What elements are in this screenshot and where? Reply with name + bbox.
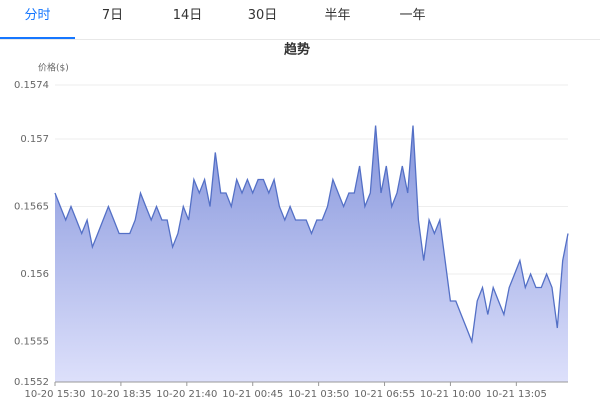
x-tick-label: 10-20 18:35 (90, 389, 151, 400)
tab-bar: 分时 7日 14日 30日 半年 一年 (0, 0, 600, 40)
y-axis-label: 价格($) (38, 62, 69, 74)
x-tick-label: 10-21 00:45 (222, 389, 283, 400)
tab[interactable]: 30日 (247, 8, 278, 23)
y-tick-label: 0.1552 (14, 377, 49, 388)
line (54, 125, 569, 345)
tab[interactable]: 半年 (324, 8, 351, 23)
x-tick-label: 10-21 03:50 (288, 389, 349, 400)
x-tick-label: 10-20 21:40 (156, 389, 217, 400)
y-tick-label: 0.156 (20, 269, 49, 280)
tab[interactable]: 14日 (172, 8, 203, 23)
area-fill (55, 125, 568, 382)
tab[interactable]: 7日 (101, 8, 124, 23)
y-tick-label: 0.157 (20, 134, 49, 145)
x-tick-label: 10-21 13:05 (486, 389, 547, 400)
y-tick-label: 0.1565 (14, 202, 49, 213)
tab[interactable]: 一年 (399, 8, 426, 23)
x-tick-label: 10-21 10:00 (420, 389, 481, 400)
y-tick-label: 0.1574 (14, 80, 49, 91)
x-tick-label: 10-21 06:55 (354, 389, 415, 400)
y-tick-label: 0.1555 (14, 337, 49, 348)
chart-title: 趋势 (284, 42, 310, 58)
tab[interactable]: 分时 (0, 0, 75, 39)
x-tick-label: 10-20 15:30 (24, 389, 85, 400)
